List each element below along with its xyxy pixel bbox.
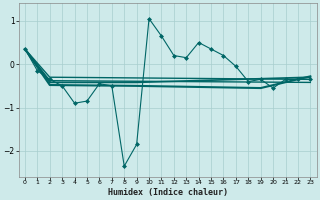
X-axis label: Humidex (Indice chaleur): Humidex (Indice chaleur): [108, 188, 228, 197]
